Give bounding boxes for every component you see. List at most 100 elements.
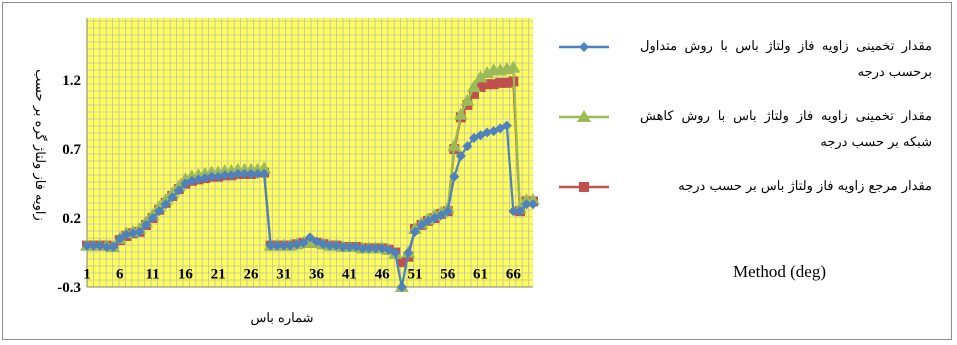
data-point-series-1 [88, 240, 99, 251]
data-point-series-3 [482, 79, 493, 90]
data-point-series-1 [508, 206, 519, 217]
data-point-series-1 [436, 210, 447, 221]
legend-marker-2 [577, 110, 591, 122]
data-point-series-1 [265, 240, 276, 251]
data-point-series-1 [442, 206, 453, 217]
data-point-series-1 [239, 168, 250, 179]
data-point-series-3 [396, 257, 407, 268]
data-point-series-1 [186, 175, 197, 186]
data-point-series-1 [449, 171, 460, 182]
data-point-series-1 [114, 233, 125, 244]
data-point-series-1 [514, 206, 525, 217]
data-point-series-1 [482, 127, 493, 138]
x-tick-label: 11 [145, 267, 159, 283]
data-point-series-1 [409, 226, 420, 237]
data-point-series-1 [82, 240, 92, 251]
data-point-series-1 [245, 168, 256, 179]
data-point-series-1 [127, 228, 138, 239]
data-point-series-1 [298, 237, 309, 248]
data-point-series-1 [390, 247, 401, 258]
data-point-series-1 [200, 173, 211, 184]
x-tick-label: 1 [83, 267, 91, 283]
data-point-series-3 [488, 79, 499, 90]
y-tick-label: 1.2 [62, 73, 81, 89]
data-point-series-1 [318, 239, 329, 250]
data-point-series-1 [167, 192, 178, 203]
data-point-series-1 [528, 199, 538, 210]
data-point-series-1 [141, 219, 152, 230]
data-point-series-1 [278, 240, 289, 251]
data-point-series-1 [364, 243, 375, 254]
data-point-series-1 [121, 229, 132, 240]
data-point-series-1 [495, 123, 506, 134]
data-point-series-1 [370, 243, 381, 254]
data-point-series-1 [259, 168, 270, 179]
data-point-series-3 [495, 77, 506, 88]
data-point-series-1 [396, 282, 407, 292]
data-point-series-1 [206, 171, 217, 182]
data-point-series-2 [453, 107, 468, 120]
legend-footer-text: Method (deg) [733, 262, 827, 281]
data-point-series-1 [232, 168, 243, 179]
x-tick-label: 21 [211, 267, 226, 283]
data-point-series-2 [257, 161, 272, 174]
x-tick-label: 61 [473, 267, 488, 283]
data-point-series-1 [160, 199, 171, 210]
data-point-series-1 [455, 150, 466, 161]
data-point-series-1 [331, 240, 342, 251]
y-tick-label: 0.2 [62, 211, 81, 227]
data-point-series-1 [285, 240, 296, 251]
x-axis-title: شماره باس [250, 311, 314, 326]
legend-entry-label-2: مقدار تخمینی زاویه فاز ولتاژ باس با روش … [640, 109, 932, 150]
legend-marker-3 [579, 182, 589, 192]
data-point-series-1 [134, 226, 145, 237]
data-point-series-1 [226, 170, 237, 181]
x-tick-label: 46 [375, 267, 391, 283]
data-point-series-1 [291, 239, 302, 250]
x-tick-label: 66 [506, 267, 522, 283]
data-point-series-1 [521, 199, 532, 210]
data-point-series-1 [213, 171, 224, 182]
data-point-series-1 [147, 213, 158, 224]
legend-entry-label-3: مقدار مرجع زاویه فاز ولتاژ باس بر حسب در… [678, 179, 932, 194]
x-tick-label: 56 [440, 267, 456, 283]
data-point-series-1 [357, 243, 368, 254]
data-point-series-1 [462, 141, 473, 152]
data-point-series-3 [501, 77, 512, 88]
data-point-series-1 [403, 247, 414, 258]
data-point-series-3 [475, 81, 486, 92]
data-point-series-1 [501, 120, 512, 131]
data-point-series-2 [152, 199, 167, 212]
x-tick-label: 31 [276, 267, 291, 283]
data-point-series-1 [95, 240, 106, 251]
data-point-series-1 [219, 170, 230, 181]
data-point-series-1 [305, 232, 315, 243]
data-point-series-1 [108, 241, 119, 252]
data-point-series-1 [377, 243, 388, 254]
x-tick-label: 51 [407, 267, 422, 283]
data-point-series-2 [506, 60, 521, 73]
legend-entry-label-1: مقدار تخمینی زاویه فاز ولتاژ باس با روش … [640, 39, 932, 80]
x-tick-label: 16 [178, 267, 194, 283]
x-tick-label: 26 [243, 267, 259, 283]
x-tick-label: 6 [116, 267, 124, 283]
x-tick-label: 41 [342, 267, 357, 283]
legend-marker-1 [579, 42, 589, 52]
data-point-series-2 [447, 139, 462, 152]
x-tick-label: 36 [309, 267, 325, 283]
data-point-series-2 [526, 193, 540, 206]
data-point-series-1 [154, 206, 165, 217]
y-axis-title: زاویه فاز ولتاژ گره بر حسب [32, 69, 47, 221]
data-point-series-1 [324, 240, 335, 251]
data-point-series-1 [193, 174, 204, 185]
data-point-series-1 [252, 168, 263, 179]
data-point-series-1 [272, 240, 283, 251]
data-point-series-2 [466, 79, 481, 92]
data-point-series-1 [101, 241, 112, 252]
data-point-series-2 [460, 93, 475, 106]
data-point-series-1 [344, 241, 355, 252]
data-point-series-2 [473, 70, 488, 83]
data-point-series-3 [468, 88, 479, 99]
data-point-series-1 [350, 241, 361, 252]
